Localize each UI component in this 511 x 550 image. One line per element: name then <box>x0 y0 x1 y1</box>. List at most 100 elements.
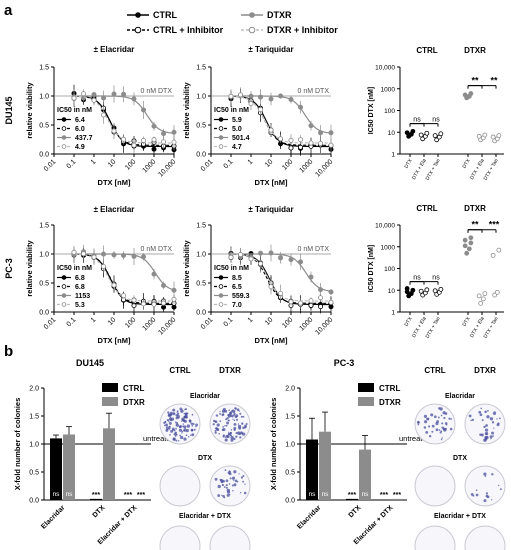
chart-pc3-elacridar-point <box>121 252 127 258</box>
dishes-du145-colony <box>219 420 222 423</box>
chart-du145-colonies-ytick-label: 1.0 <box>29 442 39 449</box>
chart-du145-colonies-ytick-label: 0.0 <box>29 498 39 505</box>
chart-pc3-tariquidar-ytick-label: 1.0 <box>196 252 206 259</box>
dishes-pc3-colony <box>417 421 420 424</box>
chart-du145-ic50-group-label: DTXR <box>464 46 486 55</box>
dishes-du145-colony <box>221 428 224 431</box>
dishes-du145-colony <box>178 428 183 432</box>
dishes-pc3-colony <box>486 415 490 419</box>
chart-pc3-ic50-ylabel: IC50 DTX [nM] <box>368 245 375 292</box>
chart-du145-elacridar-title: ± Elacridar <box>94 45 135 54</box>
chart-du145-colonies-category-label: DTX <box>92 504 107 519</box>
dishes-pc3-row-label: Elacridar + DTX <box>434 513 486 520</box>
dishes-du145-dish <box>159 525 201 550</box>
chart-pc3-tariquidar-ic50-value: 559.3 <box>232 293 250 300</box>
dishes-du145-colony <box>233 419 236 422</box>
chart-pc3-tariquidar-title: ± Tariquidar <box>248 205 293 214</box>
dishes-pc3-colony <box>470 419 472 422</box>
chart-pc3-ic50-ytick-label: 1 <box>391 310 395 317</box>
chart-du145-colonies-ylabel: X-fold number of colonies <box>13 398 22 491</box>
chart-du145-colonies-legend-swatch <box>102 383 118 392</box>
chart-pc3-elacridar-point <box>131 297 137 303</box>
chart-pc3-tariquidar-xtick-label: 1000 <box>298 316 314 332</box>
chart-pc3-ic50-point <box>490 253 496 258</box>
dishes-pc3-colony <box>417 423 420 426</box>
dishes-pc3-colony <box>484 428 489 432</box>
dishes-du145-colony <box>191 433 195 437</box>
chart-du145-tariquidar-series-curve <box>231 95 332 134</box>
chart-du145-ic50-point <box>462 92 468 98</box>
dishes-du145-colony <box>190 422 193 425</box>
dishes-du145-colony <box>234 479 238 483</box>
chart-du145-elacridar-point <box>121 136 127 142</box>
dishes-du145-colony <box>176 411 178 413</box>
dishes-du145-colony <box>227 414 232 418</box>
dishes-du145-colony <box>219 412 221 415</box>
chart-pc3-ic50-group-label: DTXR <box>464 204 486 213</box>
chart-du145-tariquidar-point <box>278 136 284 142</box>
chart-du145-tariquidar-point <box>288 96 294 102</box>
dishes-du145-colony <box>235 435 238 438</box>
dishes-pc3-colony <box>439 431 442 434</box>
dishes-du145-colony <box>173 432 177 436</box>
chart-pc3-tariquidar-ic50-marker <box>218 293 224 298</box>
dishes-du145-colony <box>190 428 194 432</box>
chart-pc3-colonies-legend-swatch <box>358 397 374 406</box>
dishes-du145-colony <box>215 414 219 417</box>
chart-du145-tariquidar-point <box>238 92 244 98</box>
dishes-du145-colony <box>237 431 241 435</box>
chart-du145-elacridar-point <box>171 129 177 135</box>
dishes-du145-colony <box>168 425 171 428</box>
chart-du145-colonies-title: DU145 <box>76 358 104 368</box>
chart-du145-elacridar-point <box>111 91 117 97</box>
dishes-du145-colony <box>230 435 234 440</box>
chart-pc3-tariquidar-point <box>268 284 274 290</box>
chart-du145-elacridar-point <box>121 91 127 97</box>
dishes-pc3-colony <box>499 488 502 491</box>
chart-pc3-tariquidar-point <box>318 304 324 310</box>
dishes-du145-colony <box>168 421 172 425</box>
chart-pc3-elacridar-point <box>81 251 87 257</box>
chart-du145-elacridar-point <box>111 128 117 134</box>
dishes-du145-colony <box>219 411 221 413</box>
dishes-du145-colony <box>167 411 170 414</box>
chart-du145-tariquidar-point <box>308 140 314 146</box>
dishes-du145-colony <box>228 409 230 411</box>
dishes-pc3-colony <box>481 419 484 422</box>
dishes-du145-colony <box>181 432 183 434</box>
chart-du145-ic50-ytick-label: 100 <box>384 108 395 115</box>
dishes-du145-colony <box>178 440 180 442</box>
chart-pc3-tariquidar-point <box>298 300 304 306</box>
chart-du145-tariquidar-point <box>258 94 264 100</box>
dishes-du145-colony <box>214 431 217 434</box>
chart-du145-colonies-ytick-label: 0.5 <box>29 470 39 477</box>
dishes-du145-colony <box>165 423 168 427</box>
chart-pc3-tariquidar-ic50-marker <box>218 284 224 289</box>
chart-pc3-colonies-ref-label: untreated <box>399 434 431 443</box>
dishes-pc3-colony <box>437 416 440 419</box>
chart-du145-elacridar-point <box>71 95 77 101</box>
chart-du145-colonies-ref-label: untreated <box>143 434 175 443</box>
legend-marker-dtxr <box>249 12 255 18</box>
chart-du145-tariquidar-point <box>298 144 304 150</box>
chart-du145-colonies-ytick-label: 2.0 <box>29 386 39 393</box>
dishes-pc3-colony <box>468 414 472 418</box>
chart-pc3-tariquidar-point <box>288 299 294 305</box>
chart-du145-tariquidar-xtick-label: 1 <box>247 158 255 166</box>
dishes-du145-colony <box>175 416 179 420</box>
dishes-du145-colony <box>174 435 177 437</box>
chart-pc3-tariquidar-xtick-label: 100 <box>281 316 294 329</box>
dishes-du145-colony <box>226 493 230 497</box>
chart-pc3-tariquidar-point <box>318 287 324 293</box>
chart-du145-elacridar-point <box>151 146 157 152</box>
chart-du145-colonies-sig-label: ns <box>53 491 61 498</box>
chart-pc3-ic50-xtick-label: DTX <box>462 315 473 327</box>
dishes-du145-colony <box>238 427 242 430</box>
chart-pc3-tariquidar-ytick-label: 0.5 <box>196 281 206 288</box>
chart-du145-ic50-point <box>418 132 424 138</box>
dishes-du145-colony <box>230 429 233 431</box>
dishes-du145-colony <box>238 473 240 475</box>
dishes-pc3-colony <box>480 407 483 410</box>
chart-pc3-colonies-legend-label: CTRL <box>379 384 400 393</box>
dishes-du145-colony <box>232 418 234 420</box>
